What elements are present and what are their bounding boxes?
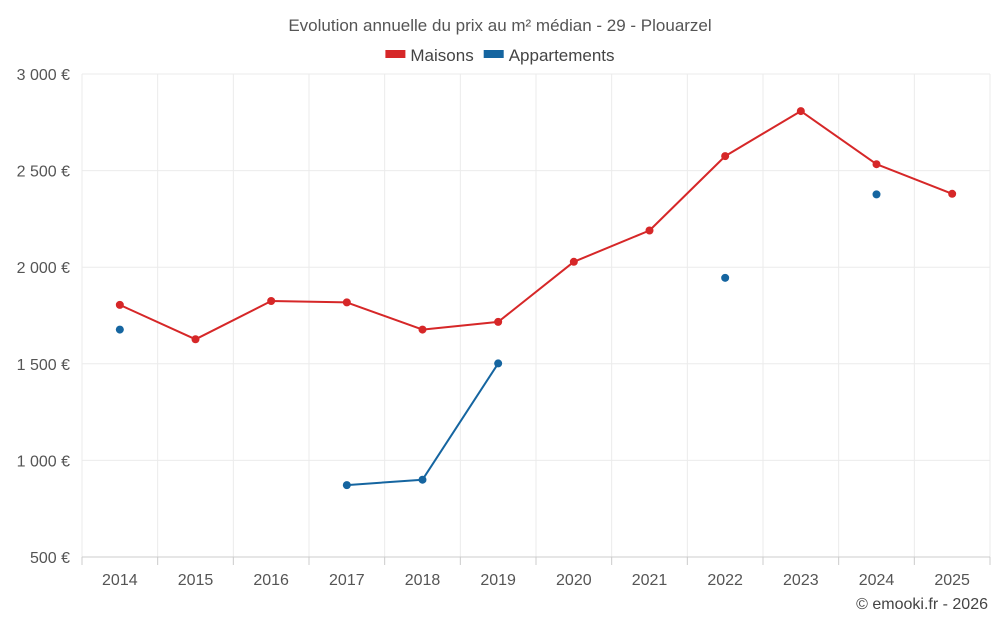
y-tick-label: 2 500 € [17,164,70,181]
data-point-maisons [418,325,427,334]
x-tick-label: 2022 [707,572,743,589]
data-point-maisons [267,297,276,306]
data-point-appartements [342,481,351,490]
x-tick-label: 2017 [329,572,365,589]
data-point-maisons [342,298,351,307]
y-tick-label: 2 000 € [17,260,70,277]
y-tick-label: 1 000 € [17,453,70,470]
data-point-maisons [569,257,578,266]
data-point-appartements [872,190,881,199]
x-tick-label: 2025 [934,572,970,589]
series-appartements [115,190,881,490]
x-tick-label: 2023 [783,572,819,589]
data-point-appartements [418,475,427,484]
credit-text: © emooki.fr - 2026 [856,596,988,613]
data-point-maisons [872,160,881,169]
x-tick-label: 2021 [632,572,668,589]
legend-swatch [385,50,406,58]
y-tick-label: 3 000 € [17,67,70,84]
series-layer [115,107,957,490]
x-axis: 2014 2015 2016 2017 2018 2019 2020 2021 2022 2023… [81,556,991,589]
data-point-maisons [796,107,805,116]
legend: Maisons Appartements [385,46,615,65]
data-point-maisons [191,335,200,344]
chart-title: Evolution annuelle du prix au m² médian … [288,16,711,35]
y-tick-label: 500 € [30,550,70,567]
data-point-appartements [115,325,124,334]
data-point-maisons [948,189,957,198]
y-axis: 500 € 1 000 € 1 500 € 2 000 € 2 500 € 3 000 € [17,67,70,567]
x-tick-label: 2019 [480,572,516,589]
data-point-maisons [494,317,503,326]
x-tick-label: 2018 [405,572,441,589]
y-tick-label: 1 500 € [17,357,70,374]
legend-item-maisons: Maisons [385,46,474,65]
grid [81,73,991,558]
legend-label: Maisons [410,46,473,65]
x-tick-label: 2016 [253,572,289,589]
data-point-appartements [494,359,503,368]
series-line-appartements [346,362,500,487]
x-tick-label: 2024 [859,572,895,589]
data-point-maisons [721,152,730,161]
x-tick-label: 2020 [556,572,592,589]
series-line-maisons [119,110,953,341]
x-tick-label: 2015 [178,572,214,589]
legend-label: Appartements [509,46,615,65]
legend-swatch [483,50,504,58]
data-point-maisons [115,300,124,309]
data-point-maisons [645,226,654,235]
legend-item-appartements: Appartements [483,46,615,65]
series-maisons [115,107,957,344]
x-tick-label: 2014 [102,572,138,589]
data-point-appartements [721,273,730,282]
